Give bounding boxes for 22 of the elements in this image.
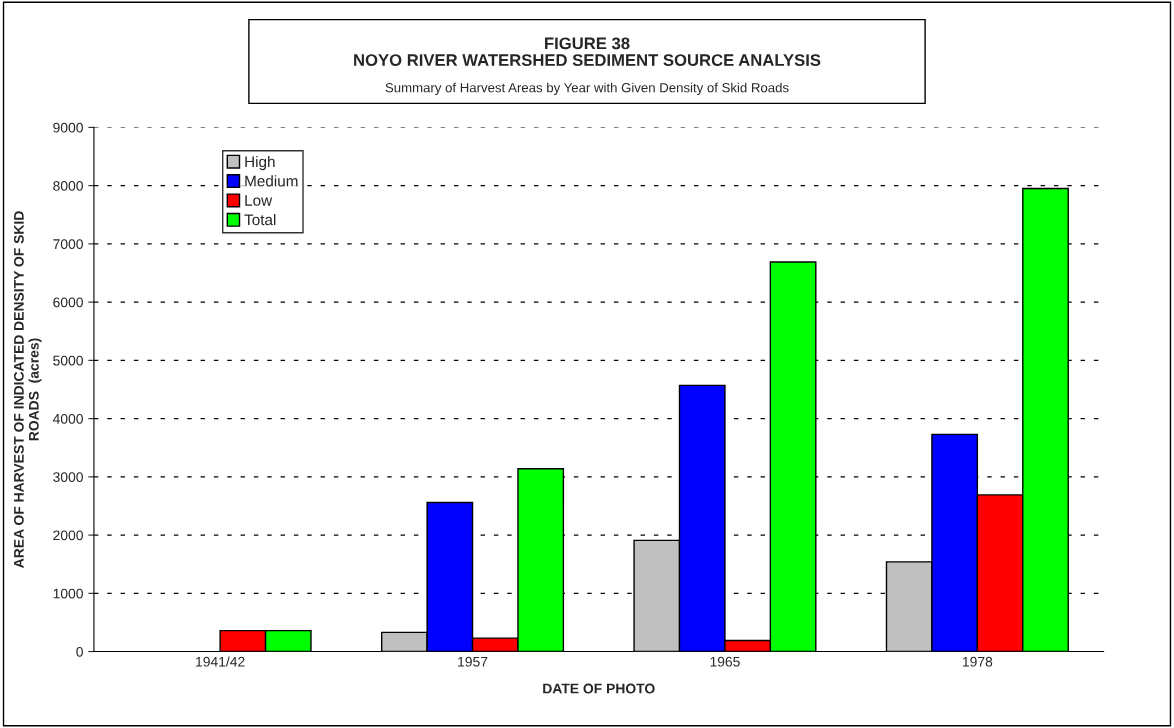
x-tick-label: 1941/42: [196, 656, 245, 667]
y-tick-label: 4000: [52, 413, 83, 424]
y-tick-label: 1000: [53, 588, 83, 599]
chart-subtitle: Summary of Harvest Areas by Year with Given Density of Skid Roads: [385, 82, 789, 95]
y-tick-label: 6000: [53, 297, 83, 308]
y-axis-title: AREA OF HARVEST OF INDICATED DENSITY OF SKID ROADS (acres): [13, 211, 42, 568]
y-tick-label: 8000: [53, 180, 83, 191]
y-tick-label: 3000: [53, 472, 83, 483]
y-tick-label: 7000: [53, 239, 83, 250]
y-tick-label: 2000: [53, 530, 83, 541]
x-tick-label: 1965: [710, 656, 740, 667]
legend-label: Medium: [245, 175, 298, 187]
legend-label: High: [245, 155, 275, 171]
y-tick-label: 0: [76, 646, 83, 657]
legend-label: Total: [244, 213, 276, 226]
chart-title: FIGURE 38 NOYO RIVER WATERSHED SEDIMENT SOURCE ANALYSIS: [354, 37, 821, 66]
x-tick-label: 1978: [962, 656, 993, 667]
x-axis-title: DATE OF PHOTO: [543, 683, 655, 694]
x-tick-label: 1957: [458, 656, 488, 667]
y-tick-label: 5000: [53, 355, 83, 366]
y-tick-label: 9000: [53, 122, 83, 133]
legend-label: Low: [245, 195, 273, 206]
